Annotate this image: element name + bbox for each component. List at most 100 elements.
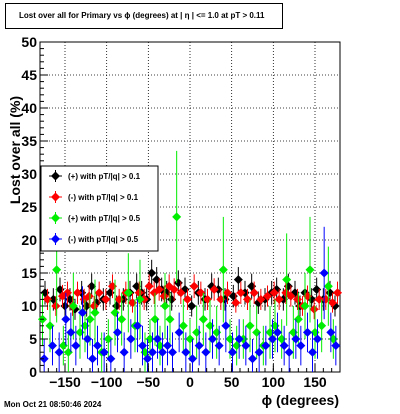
data-point xyxy=(231,298,241,308)
data-point xyxy=(241,341,251,351)
data-point xyxy=(236,288,246,298)
data-point xyxy=(73,288,82,298)
y-tick-label: 10 xyxy=(21,298,37,314)
data-point xyxy=(293,314,303,324)
y-tick-label: 40 xyxy=(21,100,37,116)
data-point xyxy=(68,301,78,311)
data-point xyxy=(159,291,169,301)
series-2 xyxy=(43,274,342,320)
data-point xyxy=(152,275,162,285)
data-point xyxy=(188,354,197,364)
y-tick-label: 45 xyxy=(21,67,37,83)
legend-marker xyxy=(51,192,60,202)
data-point xyxy=(300,301,310,311)
data-point xyxy=(234,334,244,344)
y-tick-label: 30 xyxy=(21,166,37,182)
data-point xyxy=(84,291,94,301)
data-point xyxy=(303,327,312,337)
data-point xyxy=(274,294,284,304)
data-point xyxy=(221,321,231,331)
data-point xyxy=(117,314,127,324)
data-point xyxy=(181,347,191,357)
data-point xyxy=(174,327,184,337)
data-point xyxy=(172,212,182,222)
data-point xyxy=(150,314,160,324)
grid xyxy=(40,42,340,372)
data-point xyxy=(323,281,333,291)
legend-marker xyxy=(51,171,60,181)
data-point xyxy=(214,341,224,351)
data-point xyxy=(187,301,197,311)
y-tick-label: 0 xyxy=(29,364,37,380)
data-point xyxy=(169,285,179,294)
data-point xyxy=(178,321,188,331)
data-point xyxy=(123,288,133,298)
data-point xyxy=(248,354,257,364)
data-point xyxy=(126,334,136,344)
data-point xyxy=(245,321,255,331)
data-point xyxy=(78,308,87,318)
chart-title: Lost over all for Primary vs ϕ (degrees)… xyxy=(5,3,283,29)
data-point xyxy=(268,334,277,344)
data-point xyxy=(333,288,342,298)
data-point xyxy=(160,301,170,311)
data-point xyxy=(317,321,327,331)
y-tick-label: 25 xyxy=(21,199,37,215)
data-point xyxy=(75,327,85,337)
x-tick-label: 0 xyxy=(186,374,194,390)
data-point xyxy=(89,301,99,311)
data-point xyxy=(63,288,72,298)
data-point xyxy=(254,347,264,357)
data-point xyxy=(223,288,232,298)
data-point xyxy=(134,288,144,298)
data-point xyxy=(279,341,289,351)
y-tick-label: 5 xyxy=(29,331,37,347)
data-point xyxy=(61,314,71,324)
y-tick-label: 35 xyxy=(21,133,37,149)
data-point xyxy=(183,294,192,304)
data-point xyxy=(48,341,57,351)
data-point xyxy=(263,291,272,301)
x-tick-label: −100 xyxy=(91,374,123,390)
data-point xyxy=(133,321,142,331)
data-point xyxy=(308,347,317,357)
y-tick-label: 50 xyxy=(21,34,37,50)
x-tick-label: 50 xyxy=(224,374,240,390)
data-point xyxy=(296,341,306,351)
data-point xyxy=(71,341,81,351)
y-tick-label: 20 xyxy=(21,232,37,248)
data-point xyxy=(113,327,122,337)
data-point xyxy=(63,347,73,357)
data-point xyxy=(273,327,282,337)
data-point xyxy=(331,341,341,351)
data-point xyxy=(143,354,152,364)
data-point xyxy=(192,327,202,337)
x-tick-label: −150 xyxy=(49,374,81,390)
data-point xyxy=(51,301,61,311)
x-tick-label: −50 xyxy=(136,374,160,390)
data-point xyxy=(66,327,76,337)
data-point xyxy=(185,334,195,344)
series-4 xyxy=(39,226,341,372)
x-tick-label: 150 xyxy=(303,374,327,390)
data-point xyxy=(153,334,162,344)
data-point xyxy=(144,281,154,291)
data-point xyxy=(80,321,90,331)
data-point xyxy=(313,334,322,344)
data-point xyxy=(138,341,147,351)
data-point xyxy=(45,321,55,331)
data-point xyxy=(284,347,294,357)
data-point xyxy=(90,308,100,318)
data-point xyxy=(293,294,302,304)
data-point xyxy=(101,294,111,304)
data-point xyxy=(119,347,129,357)
x-tick-label: 100 xyxy=(262,374,286,390)
data-point xyxy=(208,334,217,344)
data-point xyxy=(99,347,109,357)
legend-label: (-) with pT/|q| > 0.1 xyxy=(68,193,139,202)
data-point xyxy=(83,334,92,344)
data-point xyxy=(326,327,336,337)
data-point xyxy=(305,265,315,275)
data-point xyxy=(291,334,301,344)
